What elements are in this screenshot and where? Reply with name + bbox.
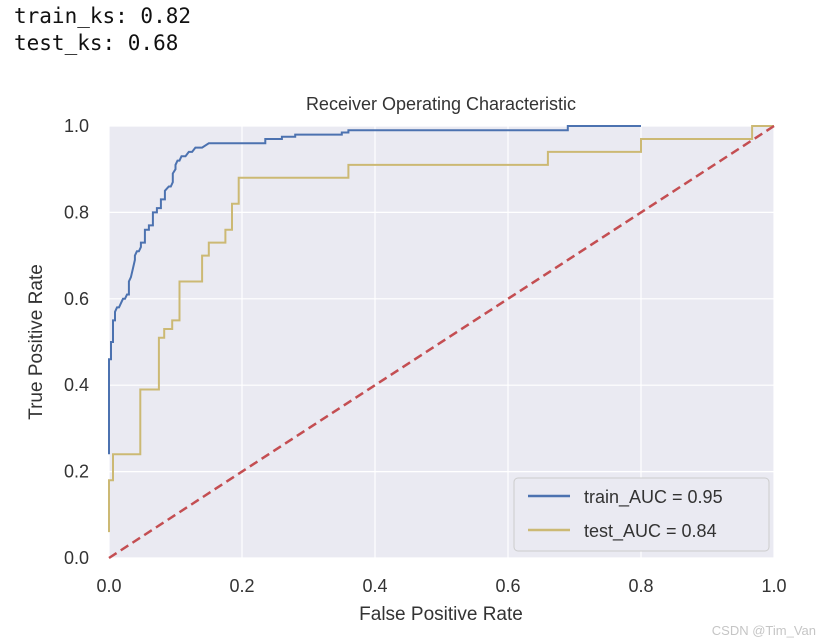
x-tick-label: 0.6 <box>495 576 520 596</box>
legend-test-label: test_AUC = 0.84 <box>584 521 717 542</box>
watermark: CSDN @Tim_Van <box>711 623 816 638</box>
legend-box <box>513 477 770 552</box>
y-tick-label: 0.8 <box>64 202 89 222</box>
legend-train-label: train_AUC = 0.95 <box>584 487 723 508</box>
test-roc-line <box>108 125 774 533</box>
test-ks-line: test_ks: 0.68 <box>14 31 179 55</box>
console-output: train_ks: 0.82 test_ks: 0.68 <box>14 3 191 57</box>
y-tick-label: 0.2 <box>64 462 89 482</box>
y-tick-label: 0.0 <box>64 548 89 568</box>
legend: train_AUC = 0.95 test_AUC = 0.84 <box>513 477 770 552</box>
y-tick-label: 0.4 <box>64 375 89 395</box>
x-tick-label: 0.0 <box>96 576 121 596</box>
series-layer <box>108 124 775 560</box>
train-roc-line <box>108 125 641 455</box>
train-ks-line: train_ks: 0.82 <box>14 4 192 28</box>
x-tick-label: 1.0 <box>761 576 786 596</box>
x-axis-label: False Positive Rate <box>359 604 523 625</box>
chart-title: Receiver Operating Characteristic <box>306 94 576 114</box>
y-tick-label: 1.0 <box>64 116 89 136</box>
baseline-diagonal-line <box>108 124 775 560</box>
x-tick-label: 0.2 <box>229 576 254 596</box>
tick-labels: 0.0 0.2 0.4 0.6 0.8 1.0 0.0 0.2 0.4 0.6 0.8 1.0 <box>64 116 787 596</box>
y-axis-label: True Positive Rate <box>26 264 47 420</box>
x-tick-label: 0.8 <box>628 576 653 596</box>
y-tick-label: 0.6 <box>64 289 89 309</box>
x-tick-label: 0.4 <box>362 576 387 596</box>
grid-lines <box>108 125 775 559</box>
